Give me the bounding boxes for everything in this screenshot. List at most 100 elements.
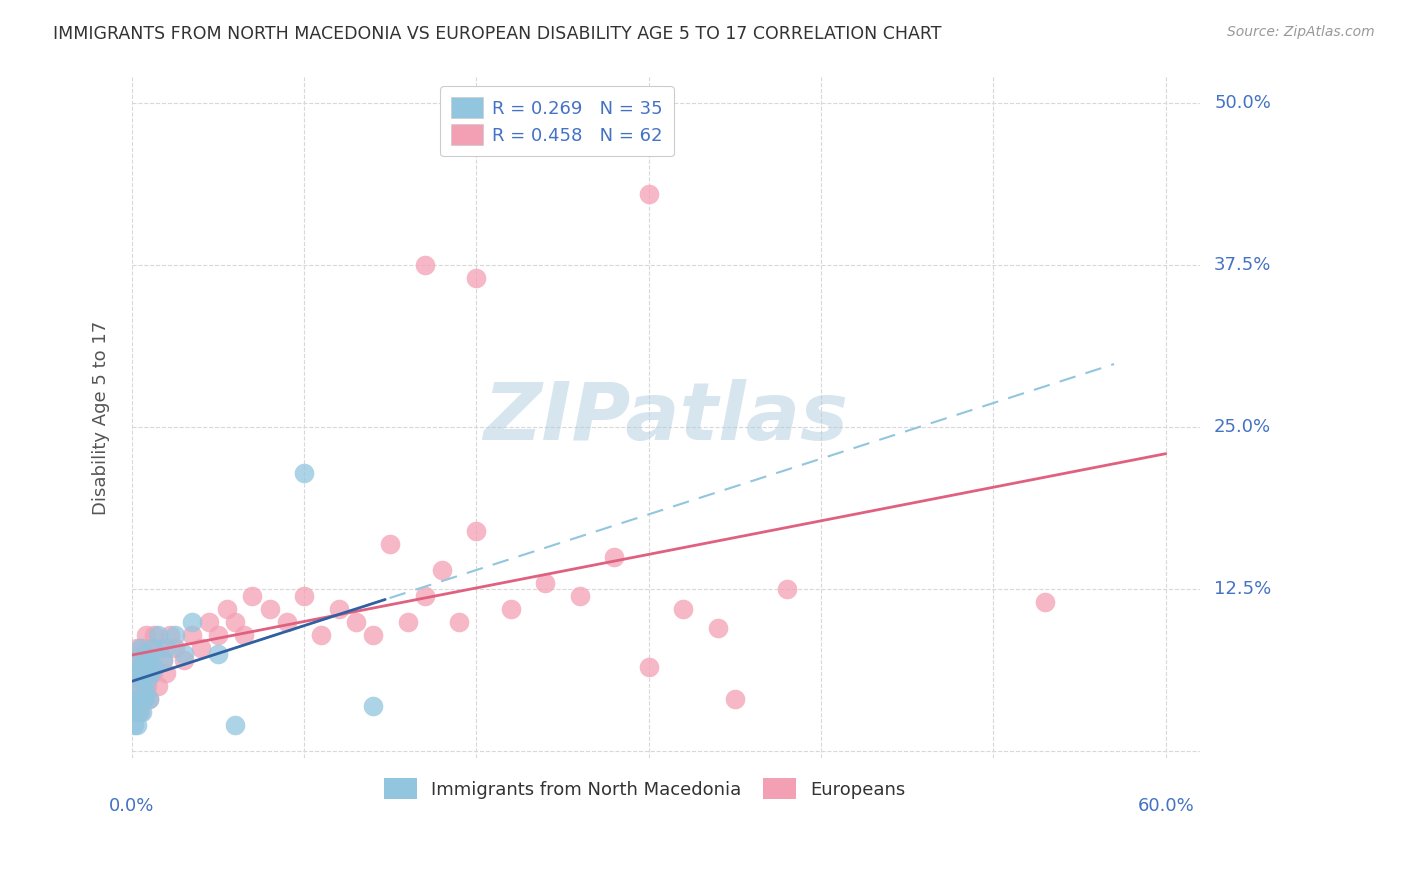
- Text: 0.0%: 0.0%: [110, 797, 155, 814]
- Point: [776, 582, 799, 597]
- Point: [215, 601, 238, 615]
- Point: [198, 615, 221, 629]
- Point: [224, 718, 246, 732]
- Point: [380, 537, 402, 551]
- Point: [125, 640, 148, 655]
- Text: 12.5%: 12.5%: [1215, 580, 1271, 599]
- Point: [465, 271, 488, 285]
- Point: [122, 698, 145, 713]
- Point: [135, 686, 157, 700]
- Point: [136, 680, 159, 694]
- Point: [181, 615, 204, 629]
- Point: [125, 653, 148, 667]
- Point: [207, 647, 229, 661]
- Point: [328, 601, 350, 615]
- Point: [135, 627, 157, 641]
- Point: [152, 653, 174, 667]
- Point: [129, 660, 152, 674]
- Point: [413, 589, 436, 603]
- Point: [259, 601, 281, 615]
- Point: [125, 680, 148, 694]
- Point: [224, 615, 246, 629]
- Point: [128, 653, 150, 667]
- Point: [637, 187, 659, 202]
- Point: [276, 615, 298, 629]
- Point: [135, 666, 157, 681]
- Point: [124, 692, 146, 706]
- Point: [534, 575, 557, 590]
- Point: [129, 666, 152, 681]
- Text: IMMIGRANTS FROM NORTH MACEDONIA VS EUROPEAN DISABILITY AGE 5 TO 17 CORRELATION C: IMMIGRANTS FROM NORTH MACEDONIA VS EUROP…: [53, 25, 942, 43]
- Point: [129, 640, 152, 655]
- Point: [139, 640, 162, 655]
- Point: [125, 680, 148, 694]
- Point: [138, 653, 160, 667]
- Point: [568, 589, 591, 603]
- Point: [465, 524, 488, 538]
- Point: [131, 673, 153, 687]
- Point: [131, 706, 153, 720]
- Text: ZIPatlas: ZIPatlas: [484, 378, 849, 457]
- Point: [136, 673, 159, 687]
- Point: [207, 627, 229, 641]
- Point: [141, 666, 163, 681]
- Point: [311, 627, 333, 641]
- Point: [292, 589, 315, 603]
- Point: [499, 601, 522, 615]
- Text: 60.0%: 60.0%: [1137, 797, 1194, 814]
- Point: [603, 549, 626, 564]
- Point: [122, 666, 145, 681]
- Point: [148, 640, 170, 655]
- Point: [143, 627, 166, 641]
- Point: [122, 692, 145, 706]
- Point: [159, 627, 181, 641]
- Point: [292, 466, 315, 480]
- Text: Source: ZipAtlas.com: Source: ZipAtlas.com: [1227, 25, 1375, 39]
- Point: [129, 692, 152, 706]
- Point: [155, 640, 177, 655]
- Text: 37.5%: 37.5%: [1215, 256, 1271, 275]
- Point: [232, 627, 254, 641]
- Point: [449, 615, 471, 629]
- Point: [361, 698, 384, 713]
- Point: [135, 653, 157, 667]
- Point: [706, 621, 728, 635]
- Point: [242, 589, 264, 603]
- Text: 25.0%: 25.0%: [1215, 418, 1271, 436]
- Point: [361, 627, 384, 641]
- Point: [132, 692, 155, 706]
- Point: [672, 601, 695, 615]
- Point: [173, 647, 195, 661]
- Point: [138, 692, 160, 706]
- Point: [131, 680, 153, 694]
- Point: [129, 706, 152, 720]
- Legend: Immigrants from North Macedonia, Europeans: Immigrants from North Macedonia, Europea…: [377, 772, 912, 806]
- Point: [124, 653, 146, 667]
- Point: [143, 660, 166, 674]
- Point: [132, 647, 155, 661]
- Point: [125, 718, 148, 732]
- Point: [1033, 595, 1056, 609]
- Point: [128, 692, 150, 706]
- Point: [413, 258, 436, 272]
- Point: [344, 615, 367, 629]
- Point: [637, 660, 659, 674]
- Point: [155, 666, 177, 681]
- Point: [141, 640, 163, 655]
- Point: [131, 640, 153, 655]
- Point: [124, 666, 146, 681]
- Point: [128, 666, 150, 681]
- Point: [163, 640, 186, 655]
- Point: [163, 627, 186, 641]
- Point: [146, 627, 169, 641]
- Point: [122, 718, 145, 732]
- Point: [724, 692, 747, 706]
- Point: [138, 692, 160, 706]
- Text: 50.0%: 50.0%: [1215, 95, 1271, 112]
- Point: [430, 563, 453, 577]
- Point: [138, 653, 160, 667]
- Point: [181, 627, 204, 641]
- Point: [132, 692, 155, 706]
- Point: [124, 706, 146, 720]
- Point: [152, 653, 174, 667]
